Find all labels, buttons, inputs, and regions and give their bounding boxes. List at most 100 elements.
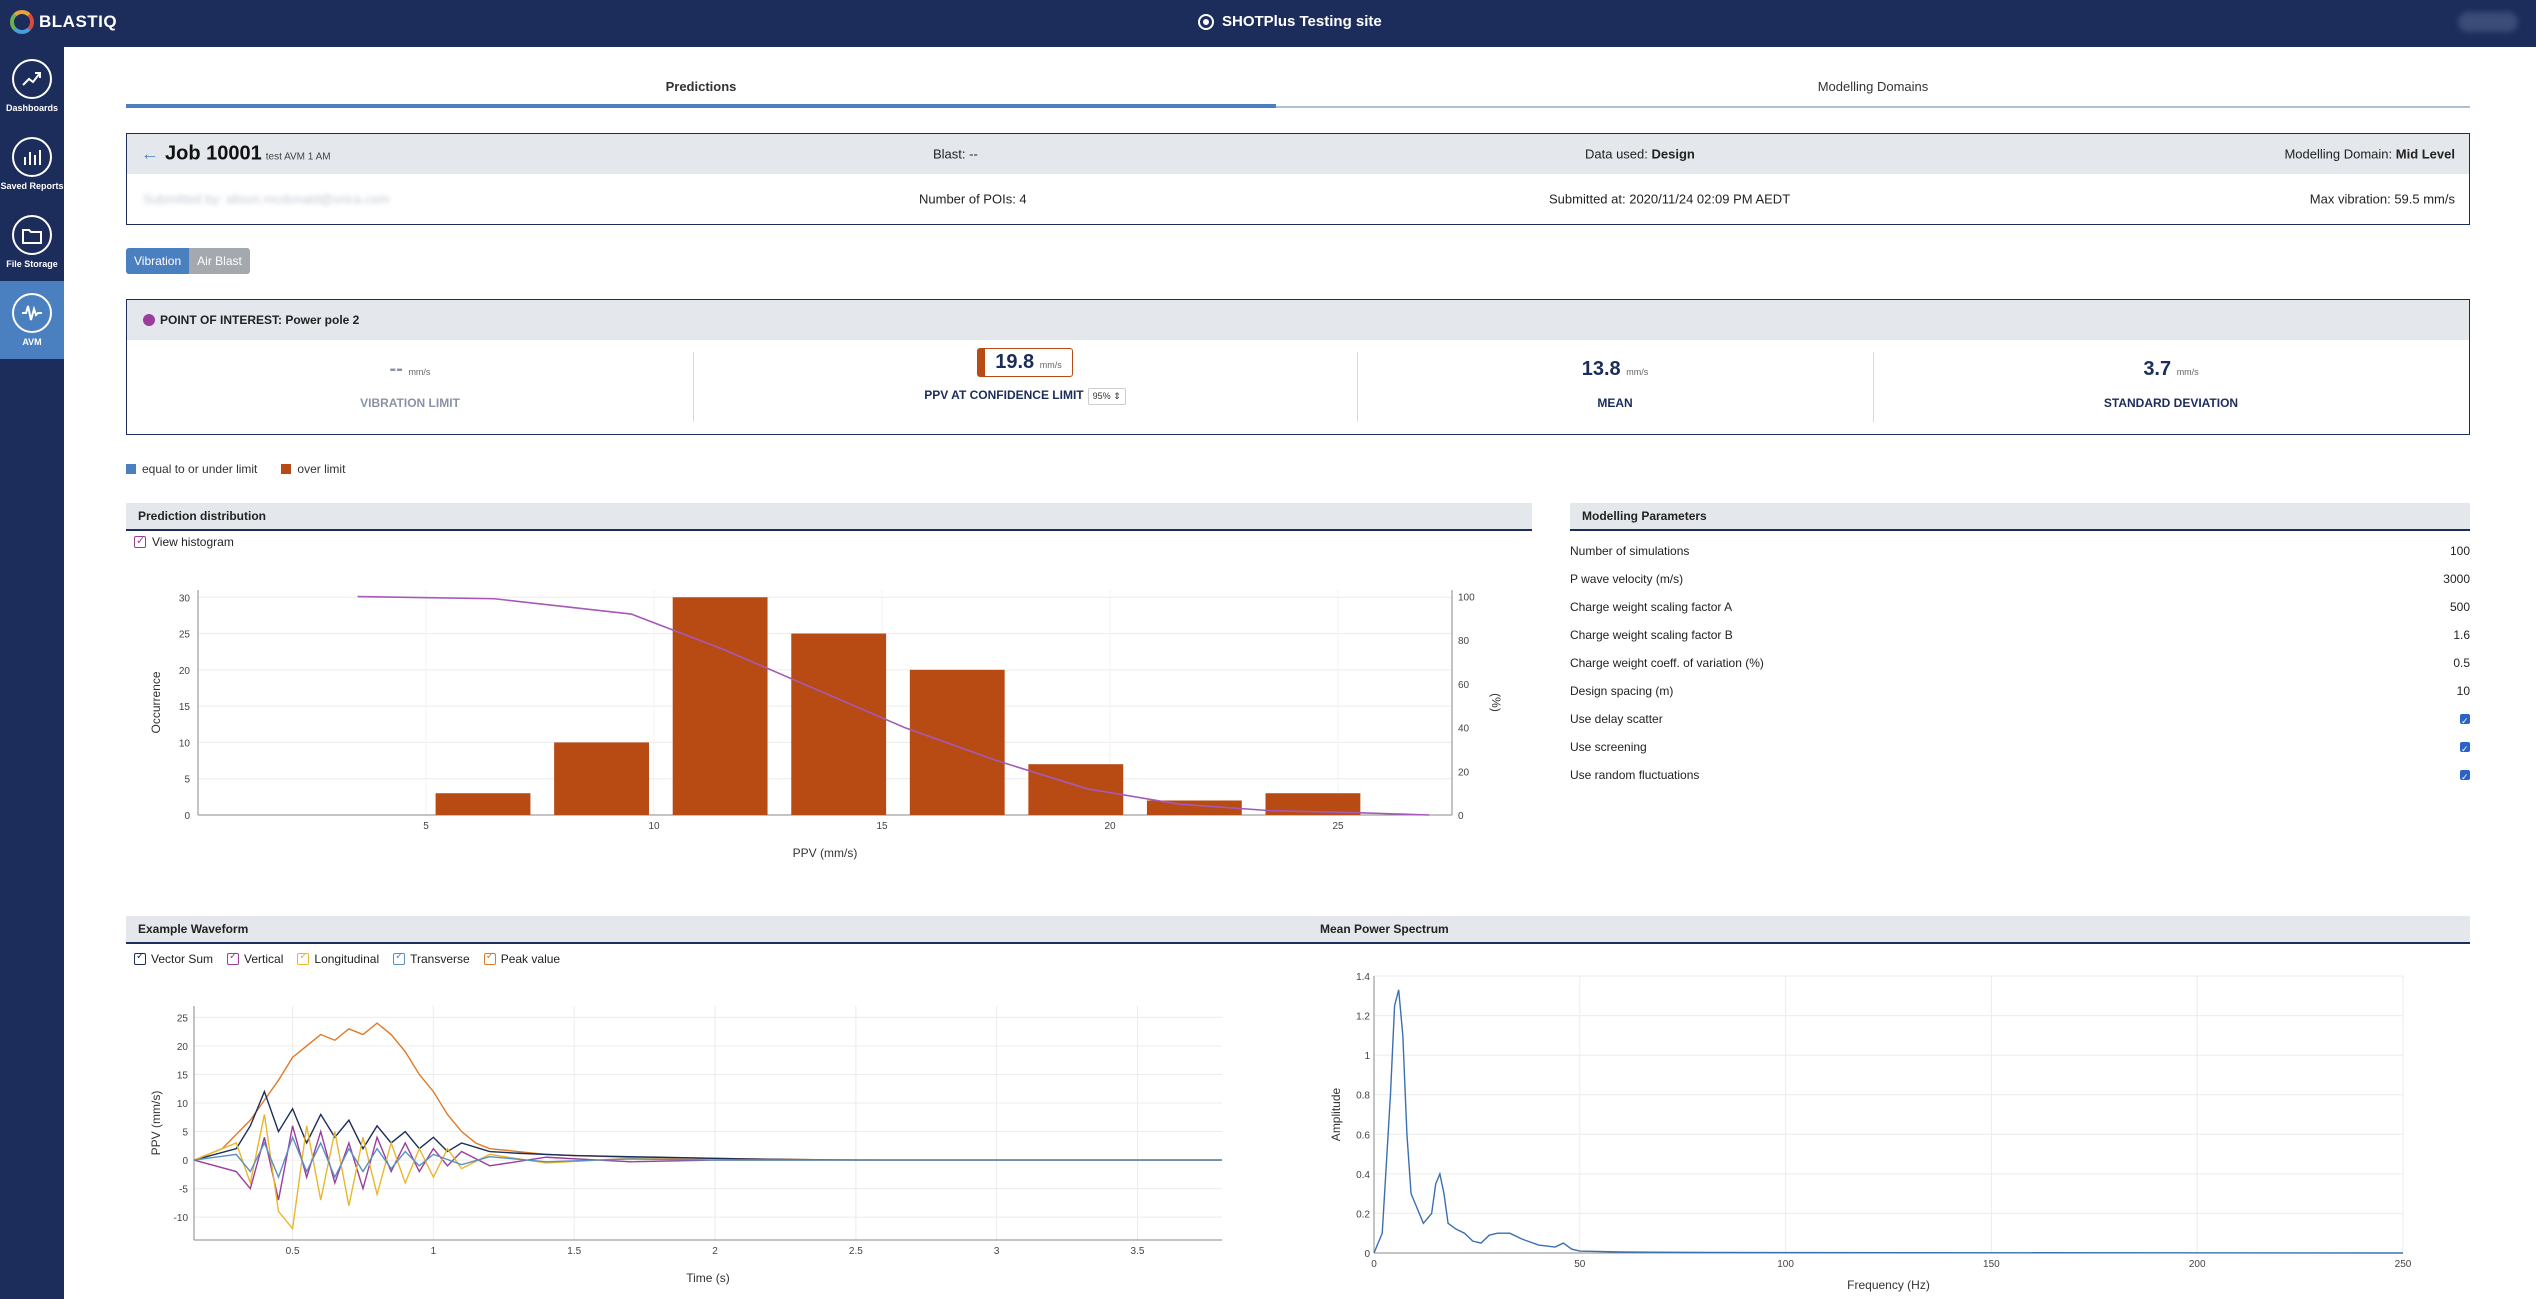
y-tick-label: 0 [182, 1156, 188, 1167]
legend-vector-sum[interactable]: Vector Sum [134, 951, 213, 966]
poi-color-dot [143, 314, 155, 326]
histogram-bar [791, 633, 887, 815]
job-header: ← Job 10001 test AVM 1 AM Blast: -- Data u… [127, 134, 2469, 174]
y-tick-label: 0 [184, 811, 190, 822]
stat-value: 13.8 mm/s [1357, 358, 1873, 381]
std-value: 3.7 [2143, 358, 2172, 380]
mean-label: MEAN [1597, 396, 1633, 410]
y-tick-label: -5 [179, 1185, 188, 1196]
job-modelling-domain: Modelling Domain: Mid Level [2284, 147, 2455, 162]
job-body: Submitted by: alison.mcdonald@orica.com … [127, 174, 2469, 224]
divider [693, 352, 694, 422]
param-value: 500 [2449, 600, 2470, 614]
job-title: Job 10001 [165, 142, 262, 165]
param-row: Use random fluctuations [1570, 764, 2470, 792]
y-axis-title: PPV (mm/s) [149, 1091, 163, 1156]
site-selector[interactable]: SHOTPlus Testing site [1198, 13, 1382, 30]
air-blast-button[interactable]: Air Blast [189, 248, 250, 274]
legend-label: Vertical [244, 952, 284, 966]
checkbox-icon[interactable] [297, 951, 310, 965]
x-tick-label: 15 [876, 821, 888, 832]
legend-under-limit: equal to or under limit [126, 462, 257, 476]
legend-peak-value[interactable]: Peak value [483, 951, 561, 966]
sidebar-item-dashboards[interactable]: Dashboards [0, 47, 64, 125]
x-tick-label: 2.5 [849, 1246, 863, 1257]
x-tick-label: 2 [712, 1246, 718, 1257]
job-max-vibration: Max vibration: 59.5 mm/s [2309, 191, 2455, 207]
view-histogram-toggle[interactable]: View histogram [134, 534, 234, 549]
x-tick-label: 3.5 [1131, 1246, 1145, 1257]
legend-longitudinal[interactable]: Longitudinal [297, 951, 379, 966]
job-submitted-by: Submitted by: alison.mcdonald@orica.com [143, 191, 390, 207]
x-tick-label: 3 [994, 1246, 1000, 1257]
param-value: 1.6 [2453, 628, 2470, 642]
delay-scatter-checkbox [2460, 710, 2470, 732]
limit-legend: equal to or under limit over limit [126, 462, 345, 476]
legend-label: Peak value [500, 952, 561, 966]
y2-tick-label: 80 [1458, 636, 1470, 647]
sidebar-item-file-storage[interactable]: File Storage [0, 203, 64, 281]
mean-value: 13.8 [1581, 358, 1621, 380]
checkbox-icon[interactable] [134, 951, 146, 965]
y-tick-label: 0.4 [1356, 1170, 1370, 1181]
legend-label: over limit [297, 462, 346, 476]
legend-swatch [281, 464, 292, 474]
job-card: ← Job 10001 test AVM 1 AM Blast: -- Data u… [126, 133, 2470, 225]
legend-swatch [126, 464, 136, 474]
modelling-params-list: Number of simulations 100 P wave velocity… [1570, 540, 2470, 792]
checkbox-icon[interactable] [393, 951, 406, 965]
unit-label: mm/s [1039, 360, 1062, 370]
job-data-used-label: Data used: [1585, 146, 1652, 162]
stat-value: 3.7 mm/s [1873, 358, 2469, 381]
param-label: Use delay scatter [1570, 712, 1663, 726]
x-tick-label: 100 [1777, 1259, 1794, 1270]
tab-predictions[interactable]: Predictions [126, 72, 1276, 108]
waveform-panel-header: Example Waveform [126, 916, 1310, 944]
histogram-bar [1028, 764, 1124, 815]
checkbox-icon[interactable] [134, 534, 146, 548]
job-domain-value: Mid Level [2395, 146, 2455, 162]
back-arrow-icon[interactable]: ← [141, 143, 159, 164]
poi-stats: -- mm/s VIBRATION LIMIT 19.8 mm/s PPV AT… [127, 340, 2469, 434]
user-menu[interactable] [2458, 12, 2518, 32]
x-tick-label: 10 [648, 821, 660, 832]
sidebar-item-saved-reports[interactable]: Saved Reports [0, 125, 64, 203]
legend-vertical[interactable]: Vertical [227, 951, 284, 966]
ppv-label-group: PPV AT CONFIDENCE LIMIT 95% ⇕ [693, 388, 1357, 405]
tab-modelling-domains[interactable]: Modelling Domains [1817, 79, 1929, 94]
y2-tick-label: 20 [1458, 767, 1470, 778]
histogram-bar [1146, 800, 1242, 815]
y-tick-label: 5 [184, 775, 190, 786]
param-label: Charge weight scaling factor A [1570, 600, 1733, 614]
stat-ppv-confidence: 19.8 mm/s PPV AT CONFIDENCE LIMIT 95% ⇕ [693, 340, 1357, 434]
x-tick-label: 250 [2395, 1259, 2412, 1270]
checkbox-icon[interactable] [483, 951, 496, 965]
prediction-panel-header: Prediction distribution [126, 503, 1532, 531]
job-submitted-at: Submitted at: 2020/11/24 02:09 PM AEDT [1549, 191, 1791, 207]
site-pin-icon [1198, 13, 1214, 30]
dashboards-icon [12, 59, 52, 99]
site-name: SHOTPlus Testing site [1222, 13, 1382, 30]
logo-ring-icon [10, 10, 34, 34]
sidebar-item-label: AVM [22, 337, 42, 347]
app-logo[interactable]: BLASTIQ [10, 10, 117, 34]
vibration-limit-value: -- [389, 358, 403, 380]
param-label: Use screening [1570, 740, 1647, 754]
checkbox-icon[interactable] [227, 951, 240, 965]
y-tick-label: 0.8 [1356, 1091, 1370, 1102]
mode-toggle: Vibration Air Blast [126, 248, 250, 274]
param-label: Design spacing (m) [1570, 684, 1674, 698]
y2-axis-title: (%) [1489, 693, 1503, 712]
sidebar-item-avm[interactable]: AVM [0, 281, 64, 359]
divider [1357, 352, 1358, 422]
legend-transverse[interactable]: Transverse [393, 951, 470, 966]
y-tick-label: 25 [177, 1013, 189, 1024]
job-data-used-value: Design [1651, 146, 1695, 162]
param-row: Design spacing (m) 10 [1570, 680, 2470, 708]
stat-vibration-limit: -- mm/s VIBRATION LIMIT [127, 340, 693, 434]
vibration-button[interactable]: Vibration [126, 248, 190, 274]
confidence-select[interactable]: 95% ⇕ [1087, 388, 1126, 405]
series-line-longitudinal [193, 1114, 1222, 1231]
x-tick-label: 150 [1983, 1259, 2000, 1270]
sidebar: Dashboards Saved Reports File Storage AV… [0, 47, 64, 1299]
